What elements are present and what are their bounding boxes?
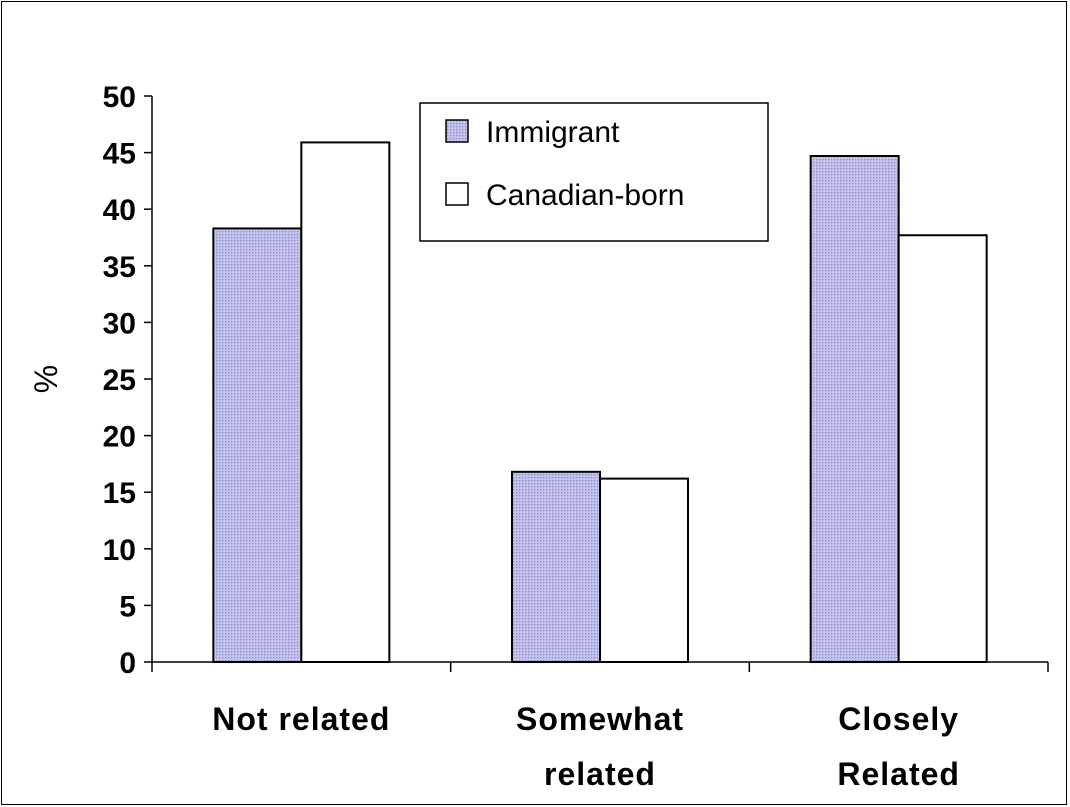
y-tick-label: 0 (119, 647, 136, 680)
y-tick-label: 25 (103, 364, 136, 397)
bar-immigrant (809, 154, 900, 663)
y-tick-label: 20 (103, 421, 136, 454)
legend-swatch (445, 119, 469, 143)
bar-immigrant (212, 227, 303, 663)
bar-canadian-born (599, 477, 689, 663)
legend: Immigrant Canadian-born (419, 102, 769, 242)
y-axis-label: % (28, 365, 64, 393)
category-label: Related (837, 756, 960, 792)
bar-immigrant (511, 470, 601, 663)
y-tick-label: 10 (103, 534, 136, 567)
bar-canadian-born (300, 141, 391, 664)
bar-canadian-born (897, 234, 988, 663)
category-label: Not related (212, 701, 390, 737)
category-label: related (544, 756, 656, 792)
category-label: Somewhat (516, 701, 684, 737)
y-tick-label: 15 (103, 477, 136, 510)
y-tick-label: 40 (103, 194, 136, 227)
y-tick-label: 45 (103, 138, 136, 171)
legend-label: Immigrant (486, 116, 620, 149)
legend-label: Canadian-born (486, 179, 684, 212)
legend-box (419, 102, 769, 242)
y-tick-label: 5 (119, 590, 136, 623)
legend-swatch (445, 182, 469, 206)
y-tick-label: 50 (103, 81, 136, 114)
y-tick-label: 35 (103, 251, 136, 284)
category-label: Closely (838, 701, 959, 737)
y-tick-label: 30 (103, 307, 136, 340)
